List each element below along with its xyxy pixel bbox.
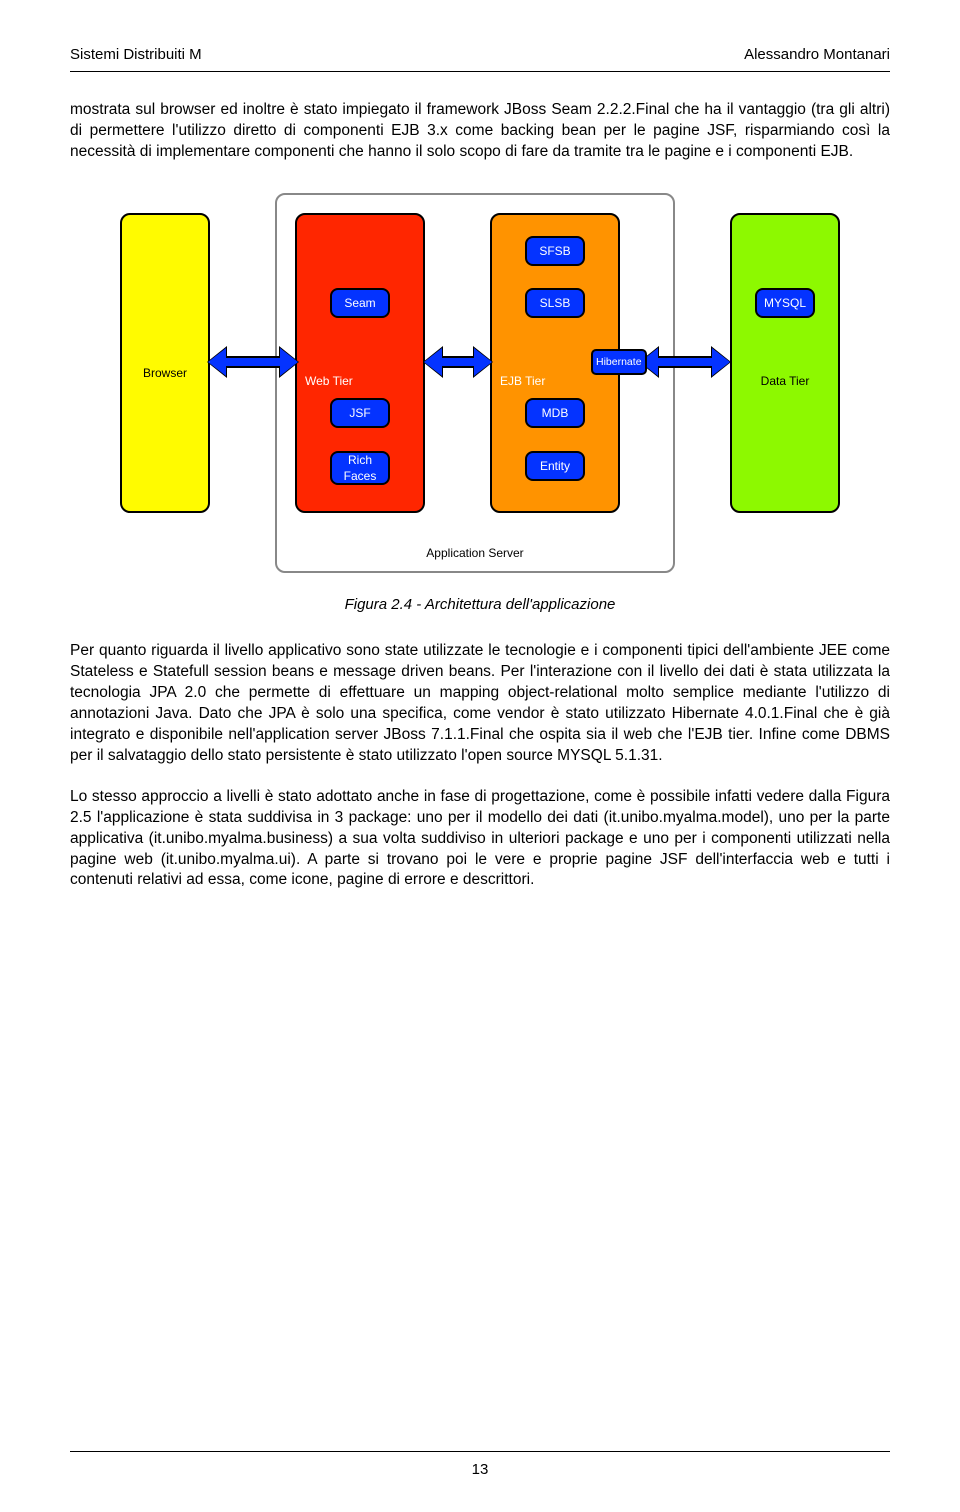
node-jsf: JSF — [330, 398, 390, 428]
node-mdb: MDB — [525, 398, 585, 428]
arrow — [208, 348, 226, 376]
arrow — [280, 348, 298, 376]
paragraph-1: mostrata sul browser ed inoltre è stato … — [70, 100, 890, 163]
ejb-tier-label: EJB Tier — [492, 373, 545, 389]
data-tier: Data Tier — [730, 213, 840, 513]
appserver-label: Application Server — [277, 545, 673, 561]
page-number: 13 — [0, 1460, 960, 1480]
node-slsb: SLSB — [525, 288, 585, 318]
hibernate-node: Hibernate — [591, 349, 647, 375]
arrow — [224, 356, 282, 368]
arrow — [656, 356, 714, 368]
arrow — [440, 356, 476, 368]
node-seam: Seam — [330, 288, 390, 318]
data-tier-label: Data Tier — [732, 373, 838, 389]
node-mysql: MYSQL — [755, 288, 815, 318]
arrow — [424, 348, 442, 376]
architecture-diagram: Application Server Browser Web Tier EJB Tie… — [70, 193, 890, 583]
web-tier-label: Web Tier — [297, 373, 353, 389]
arrow — [712, 348, 730, 376]
header-rule — [70, 71, 890, 72]
paragraph-2: Per quanto riguarda il livello applicati… — [70, 641, 890, 767]
node-sfsb: SFSB — [525, 236, 585, 266]
header-right: Alessandro Montanari — [744, 45, 890, 65]
header-left: Sistemi Distribuiti M — [70, 45, 202, 65]
node-richfaces: Rich Faces — [330, 451, 390, 485]
footer-rule — [70, 1451, 890, 1452]
browser-tier-label: Browser — [122, 365, 208, 381]
figure-caption: Figura 2.4 - Architettura dell'applicazi… — [70, 595, 890, 615]
arrow — [474, 348, 492, 376]
browser-tier: Browser — [120, 213, 210, 513]
node-entity: Entity — [525, 451, 585, 481]
paragraph-3: Lo stesso approccio a livelli è stato ad… — [70, 787, 890, 892]
